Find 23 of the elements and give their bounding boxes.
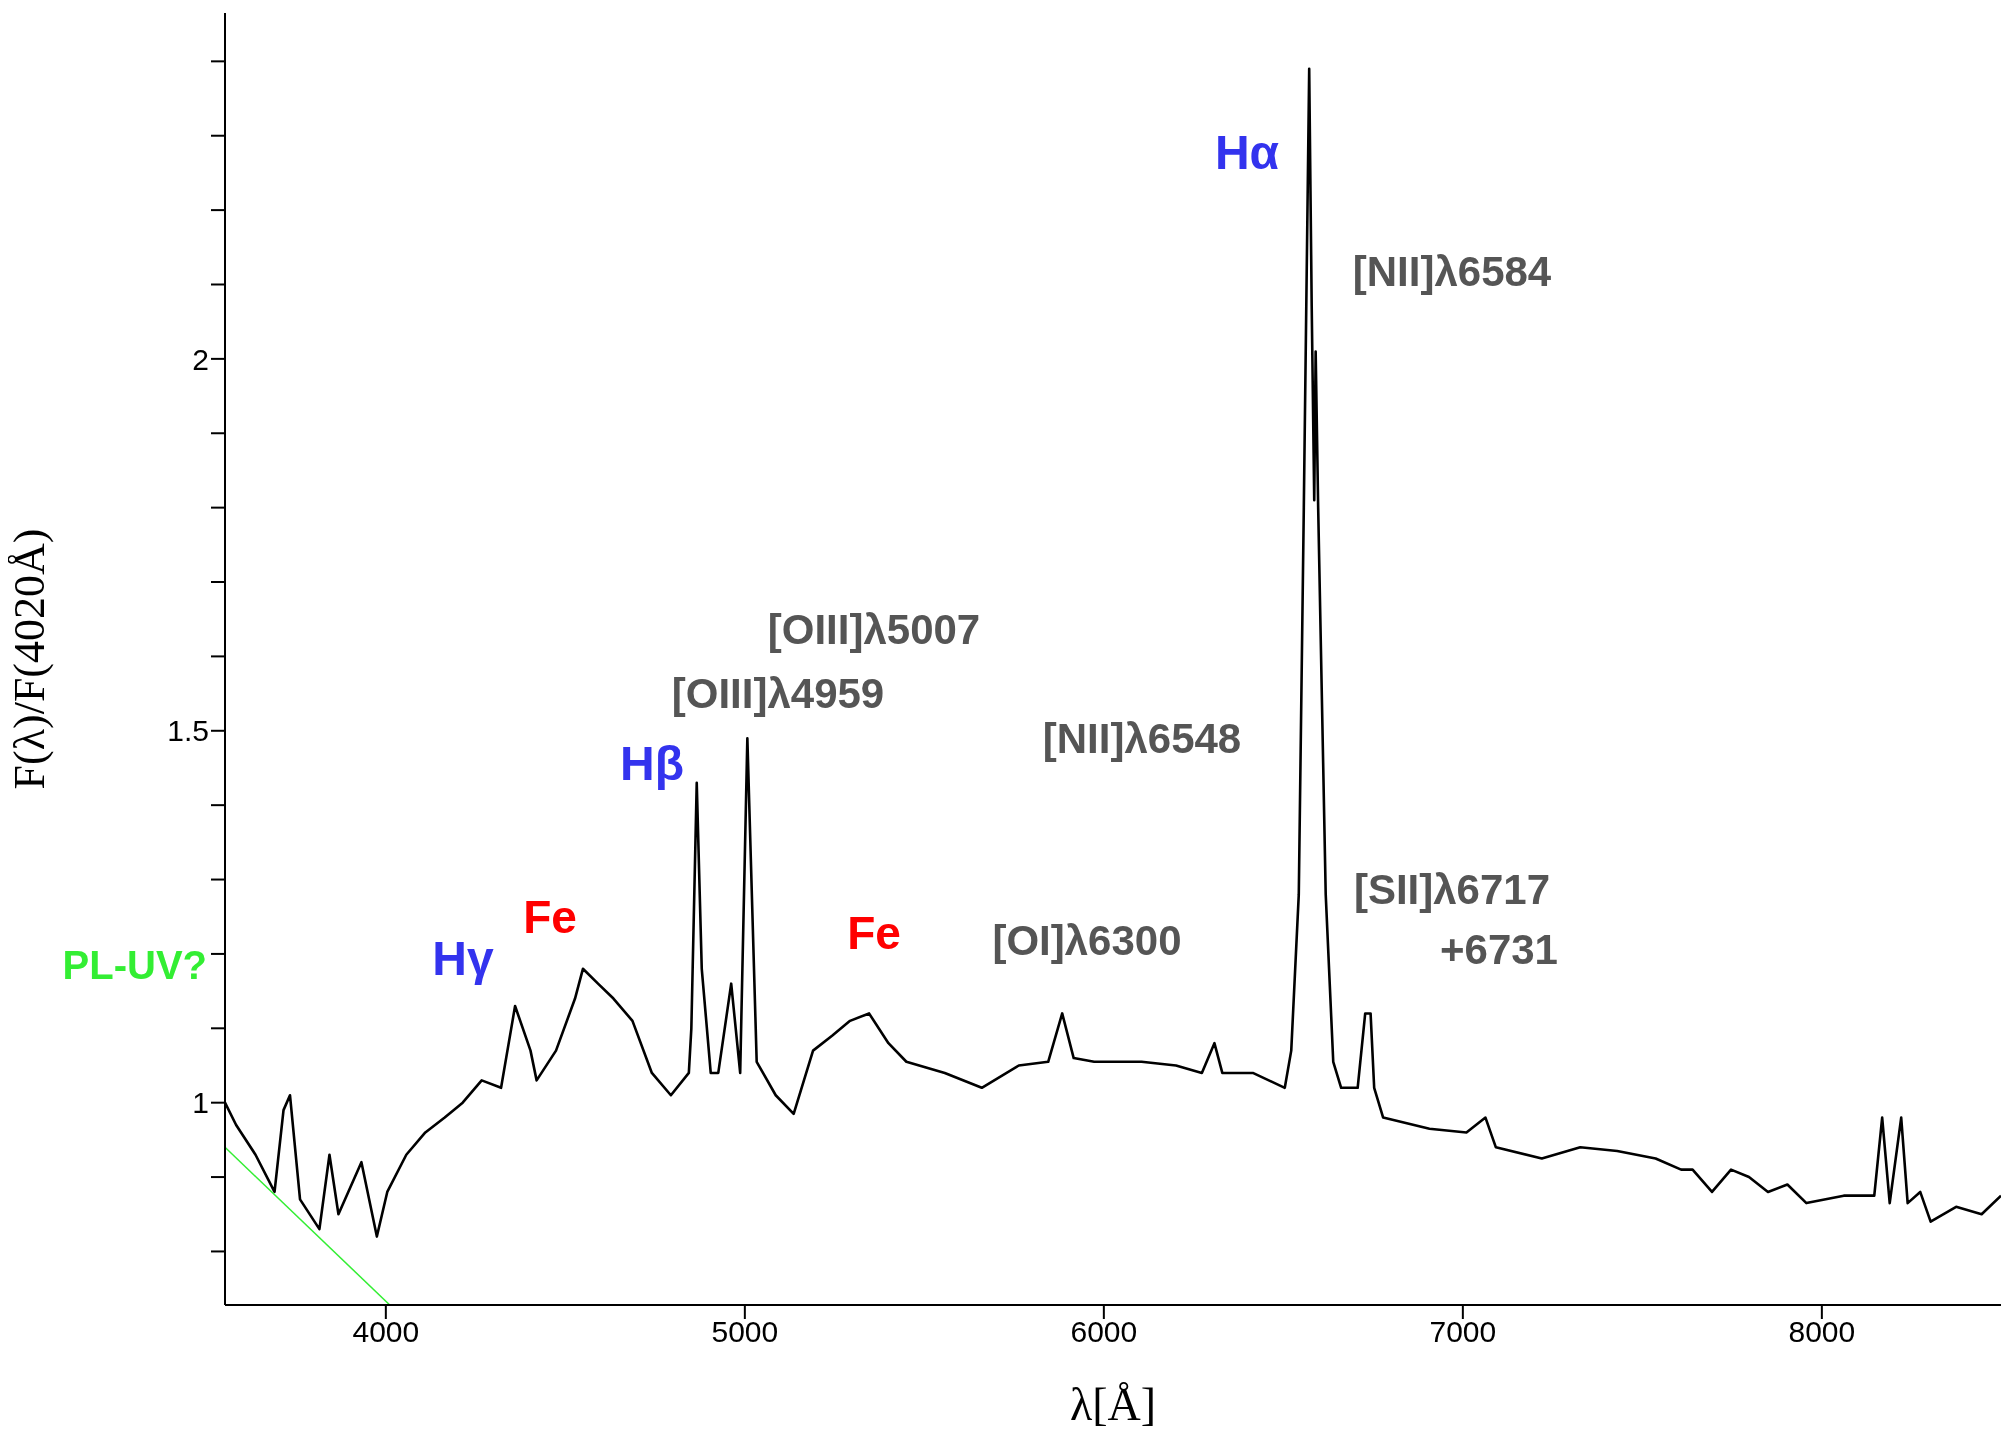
annotation: [OI]λ6300 bbox=[992, 917, 1182, 965]
x-tick-label: 8000 bbox=[1788, 1315, 1856, 1349]
annotation: [NII]λ6548 bbox=[1042, 715, 1242, 763]
y-axis-title: F(λ)/F(4020Å) bbox=[4, 528, 54, 790]
annotation: [OIII]λ5007 bbox=[767, 606, 981, 654]
annotation: +6731 bbox=[1440, 926, 1558, 974]
y-tick-label: 1.5 bbox=[167, 714, 209, 748]
annotation: [SII]λ6717 bbox=[1353, 866, 1551, 914]
y-tick-label: 1 bbox=[192, 1086, 209, 1120]
x-tick-label: 7000 bbox=[1429, 1315, 1497, 1349]
y-tick-label: 2 bbox=[192, 342, 209, 376]
annotation: [NII]λ6584 bbox=[1352, 248, 1552, 296]
annotation: Hβ bbox=[620, 736, 684, 790]
text: PL-UV? bbox=[62, 942, 207, 987]
x-tick-label: 5000 bbox=[711, 1315, 779, 1349]
annotation: [OIII]λ4959 bbox=[671, 670, 885, 718]
annotation: Hγ bbox=[432, 931, 494, 985]
annotation: Fe bbox=[847, 907, 901, 960]
annotation: Hα bbox=[1214, 125, 1280, 179]
x-tick-label: 6000 bbox=[1070, 1315, 1138, 1349]
annotation: Fe bbox=[523, 891, 577, 944]
x-tick-label: 4000 bbox=[352, 1315, 420, 1349]
x-axis-title: λ[Å] bbox=[1069, 1379, 1157, 1430]
